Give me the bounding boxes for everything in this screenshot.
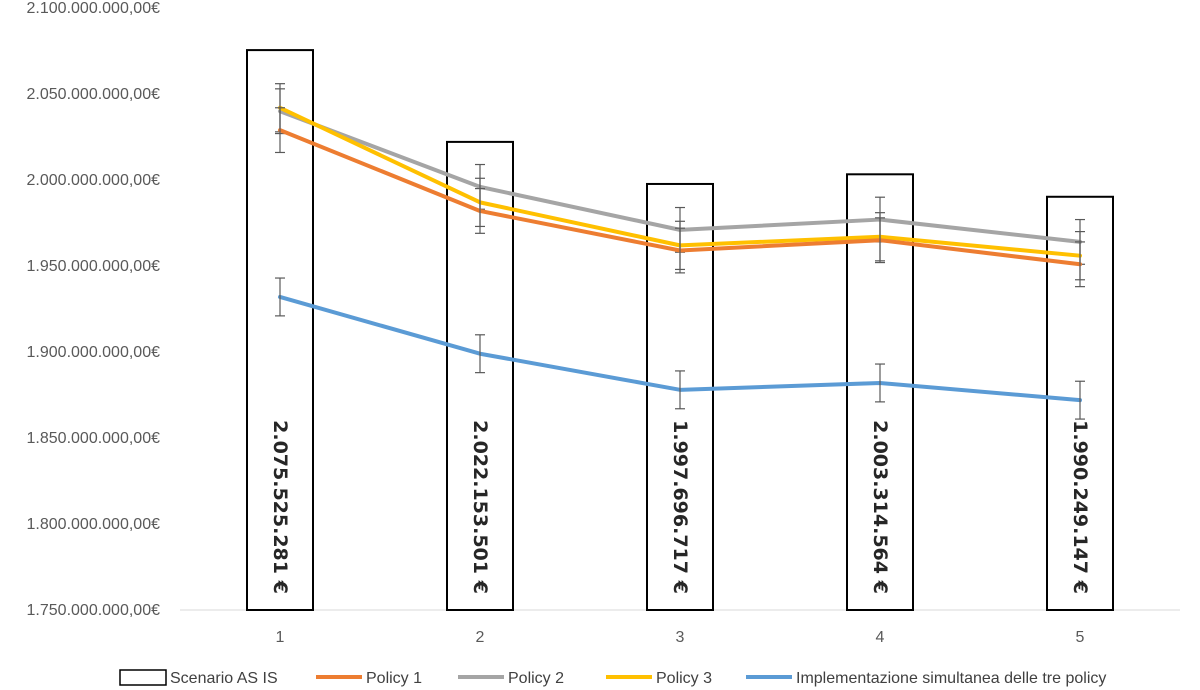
legend: Scenario AS IS Policy 1 Policy 2 Policy 3 Im… bbox=[119, 669, 1106, 687]
x-tick-label-4: 4 bbox=[876, 629, 885, 646]
legend-item-policy-1: Policy 1 bbox=[316, 670, 422, 687]
bar-value-label-4: 2.003.314.564 € bbox=[869, 420, 891, 594]
x-tick-label-2: 2 bbox=[476, 629, 485, 646]
label-layer: 2.075.525.281 € 2.022.153.501 € 1.997.696.… bbox=[269, 420, 1091, 594]
y-tick-label-4: 1.950.000.000,00€ bbox=[27, 258, 161, 275]
legend-item-policy-2: Policy 2 bbox=[458, 670, 564, 687]
legend-item-implementazione-simultanea-delle-tre-policy: Implementazione simultanea delle tre pol… bbox=[746, 670, 1106, 687]
error-bar-implementazione-simultanea-delle-tre-policy-2 bbox=[475, 334, 485, 374]
error-bar-implementazione-simultanea-delle-tre-policy-3 bbox=[675, 370, 685, 410]
error-bar-policy-1-5 bbox=[1075, 241, 1085, 288]
y-tick-label-0: 1.750.000.000,00€ bbox=[27, 602, 161, 619]
y-tick-label-3: 1.900.000.000,00€ bbox=[27, 344, 161, 361]
bar-value-label-5: 1.990.249.147 € bbox=[1069, 420, 1091, 594]
y-tick-label-1: 1.800.000.000,00€ bbox=[27, 516, 161, 533]
legend-item-policy-3: Policy 3 bbox=[606, 670, 712, 687]
bar-value-label-1: 2.075.525.281 € bbox=[269, 420, 291, 594]
x-tick-label-3: 3 bbox=[676, 629, 685, 646]
error-bar-policy-1-4 bbox=[875, 217, 885, 264]
error-bar-policy-1-3 bbox=[675, 227, 685, 274]
legend-item-scenario-as-is: Scenario AS IS bbox=[119, 669, 278, 687]
error-bar-implementazione-simultanea-delle-tre-policy-4 bbox=[875, 363, 885, 403]
legend-label: Policy 3 bbox=[656, 670, 712, 687]
error-bar-policy-1-2 bbox=[475, 188, 485, 234]
legend-label: Scenario AS IS bbox=[170, 670, 278, 687]
axis-layer: 1.750.000.000,00€ 1.800.000.000,00€ 1.850.… bbox=[27, 0, 1180, 646]
legend-label: Policy 1 bbox=[366, 670, 422, 687]
legend-swatch-box bbox=[119, 669, 167, 686]
y-tick-label-2: 1.850.000.000,00€ bbox=[27, 430, 161, 447]
error-bar-implementazione-simultanea-delle-tre-policy-5 bbox=[1075, 380, 1085, 420]
line-layer bbox=[275, 83, 1085, 420]
bar-value-label-2: 2.022.153.501 € bbox=[469, 420, 491, 594]
y-tick-label-7: 2.100.000.000,00€ bbox=[27, 0, 161, 17]
error-bar-implementazione-simultanea-delle-tre-policy-1 bbox=[275, 277, 285, 317]
y-tick-label-5: 2.000.000.000,00€ bbox=[27, 172, 161, 189]
x-tick-label-5: 5 bbox=[1076, 629, 1085, 646]
legend-label: Policy 2 bbox=[508, 670, 564, 687]
bar-value-label-3: 1.997.696.717 € bbox=[669, 420, 691, 594]
legend-label: Implementazione simultanea delle tre pol… bbox=[796, 670, 1106, 687]
error-bar-policy-1-1 bbox=[275, 107, 285, 154]
y-tick-label-6: 2.050.000.000,00€ bbox=[27, 86, 161, 103]
x-tick-label-1: 1 bbox=[276, 629, 285, 646]
